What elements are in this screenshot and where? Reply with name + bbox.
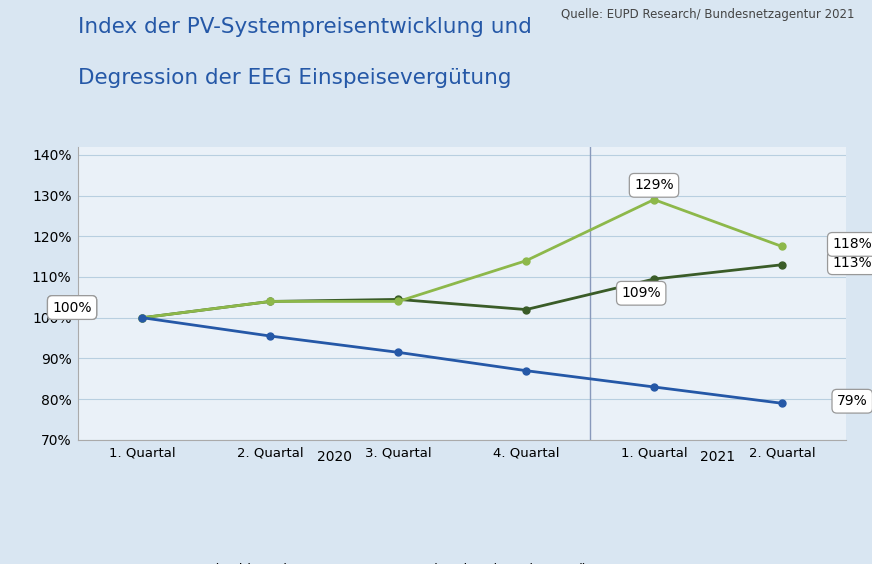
Text: 2020: 2020 xyxy=(317,450,351,464)
Text: 129%: 129% xyxy=(634,178,674,192)
Text: 100%: 100% xyxy=(52,301,92,315)
Text: 2021: 2021 xyxy=(700,450,735,464)
Legend: PV-Systempreise bis 10 kWp, PV-Systempreise 10 bis 30 kWp, Degression der Einspe: PV-Systempreise bis 10 kWp, PV-Systempre… xyxy=(85,558,623,564)
Text: Index der PV-Systempreisentwicklung und: Index der PV-Systempreisentwicklung und xyxy=(78,17,532,37)
Text: 113%: 113% xyxy=(833,255,872,270)
Text: 79%: 79% xyxy=(837,394,868,408)
Text: Degression der EEG Einspeisevergütung: Degression der EEG Einspeisevergütung xyxy=(78,68,512,87)
Text: Quelle: EUPD Research/ Bundesnetzagentur 2021: Quelle: EUPD Research/ Bundesnetzagentur… xyxy=(561,8,855,21)
Text: 100%: 100% xyxy=(52,301,92,315)
Text: 118%: 118% xyxy=(833,237,872,252)
Text: 109%: 109% xyxy=(622,287,661,300)
